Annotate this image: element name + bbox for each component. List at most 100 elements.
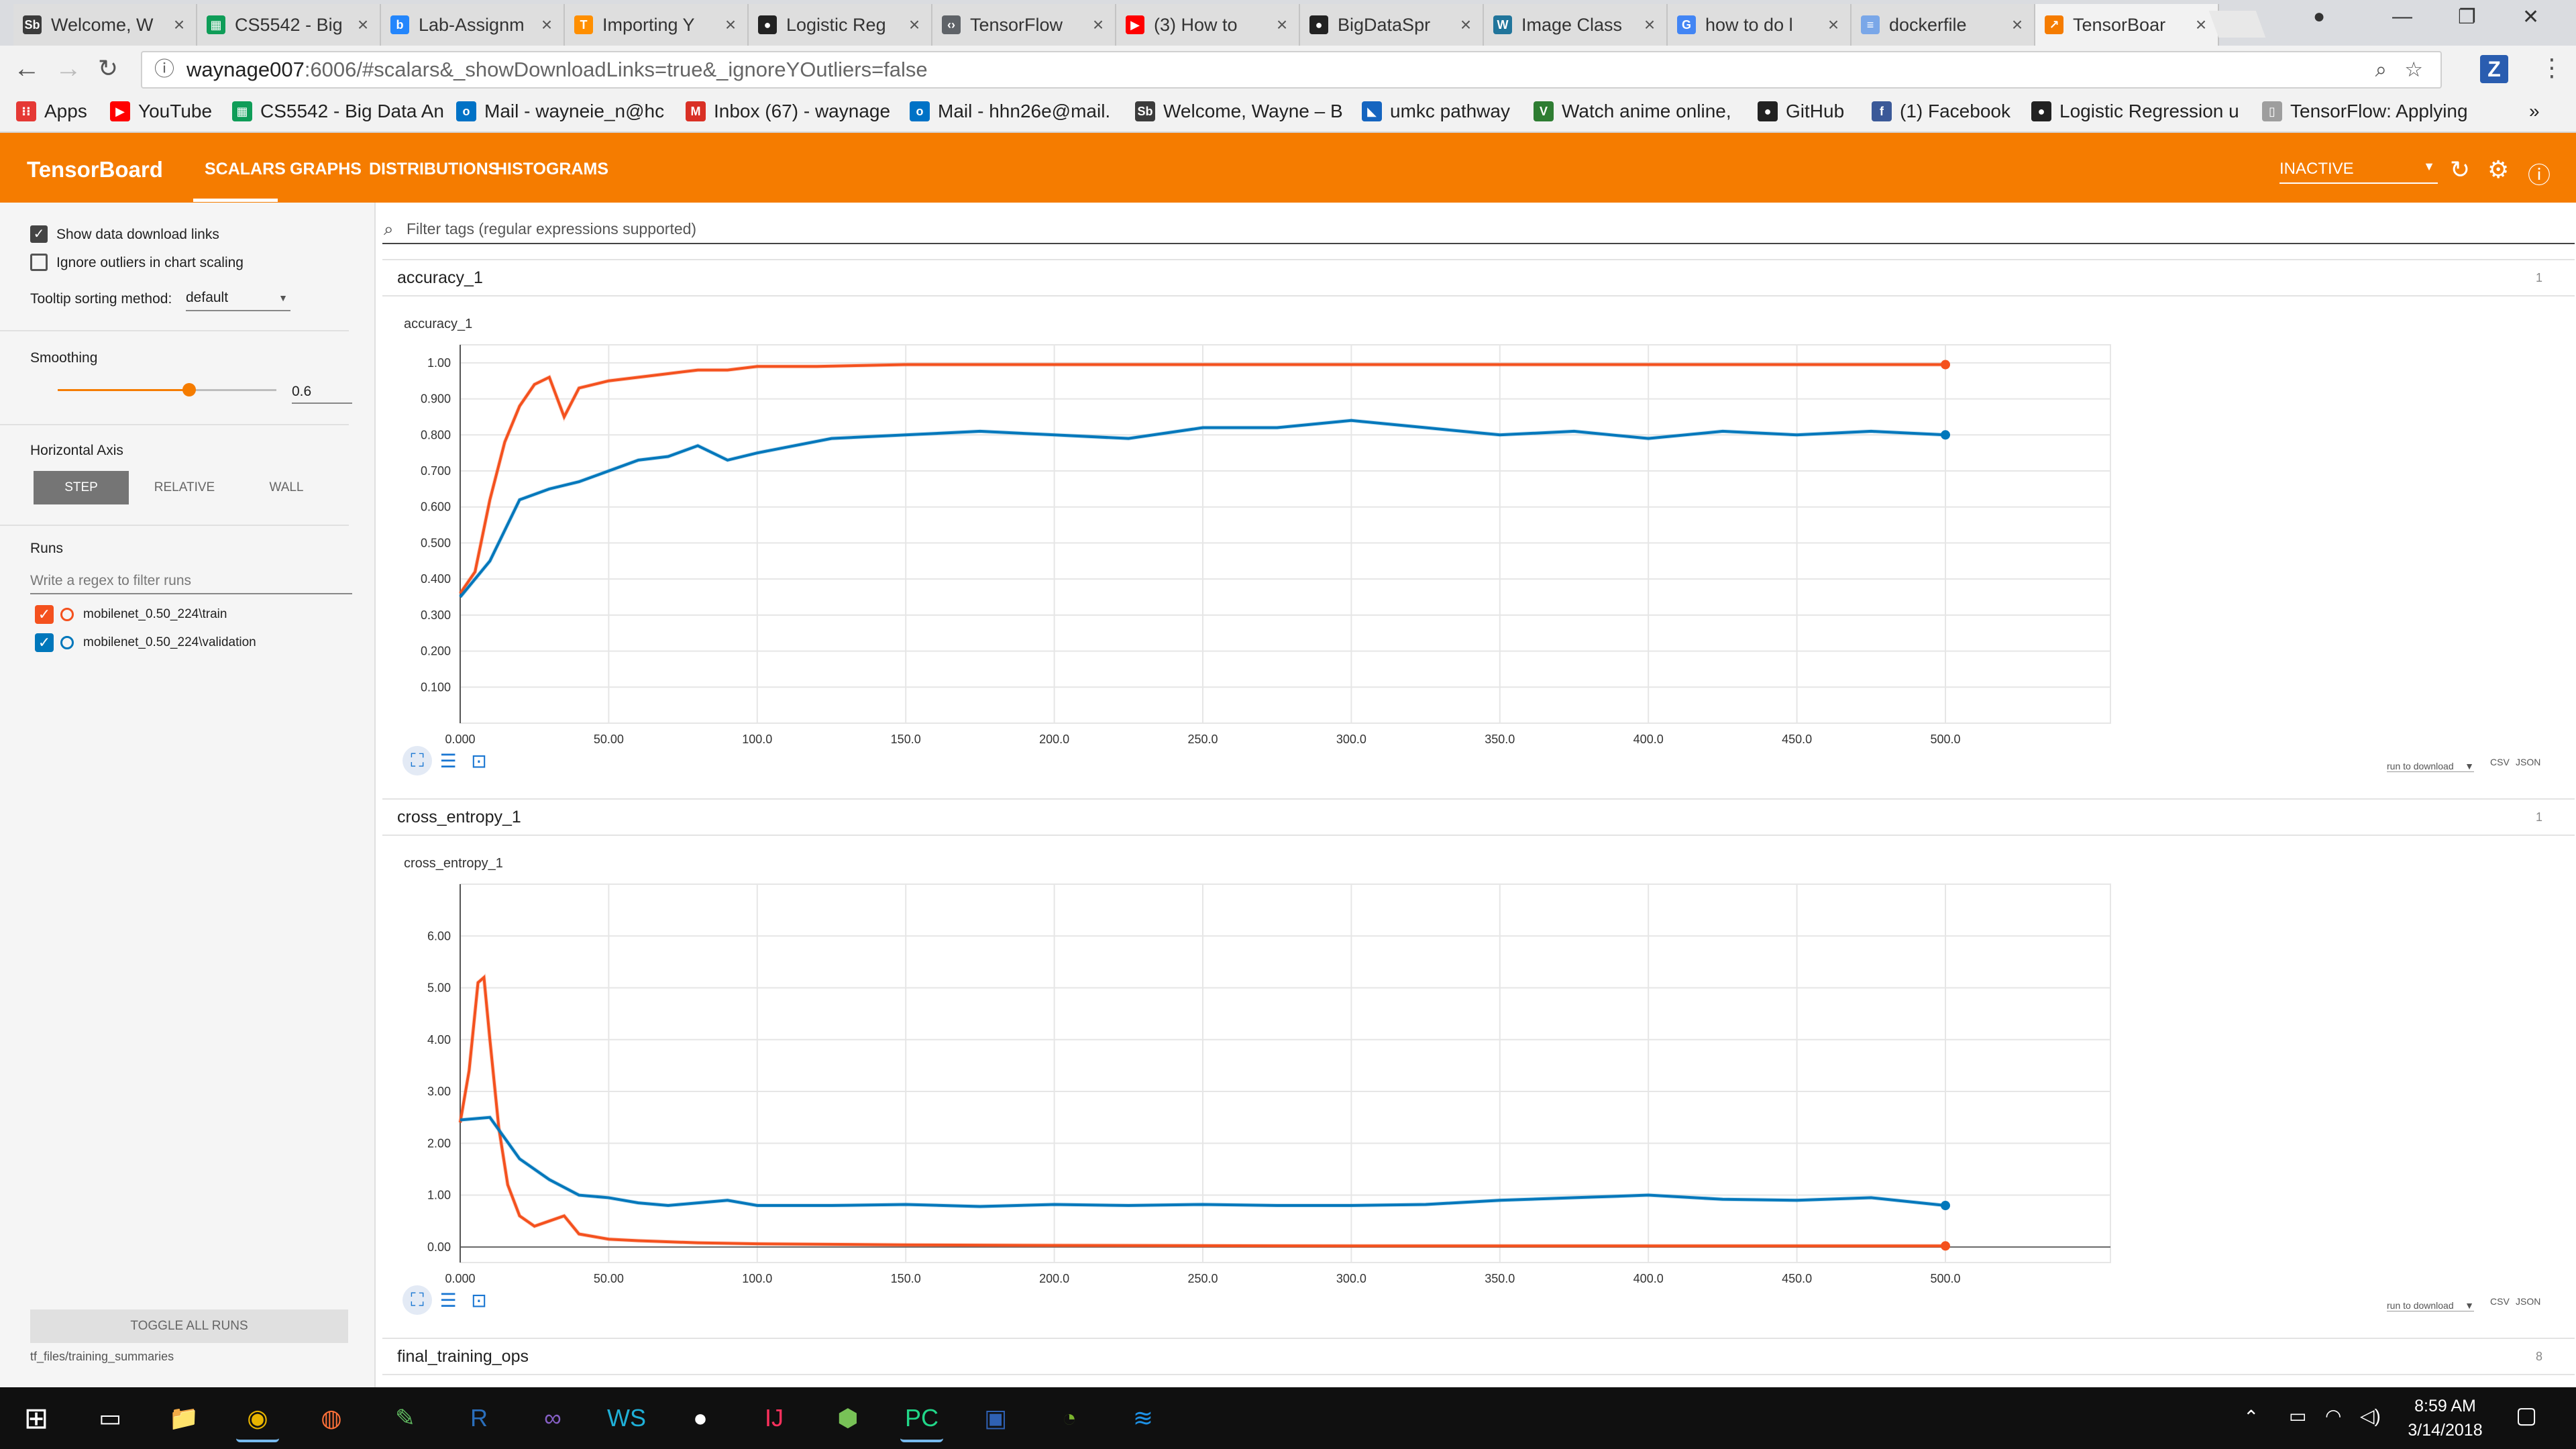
close-tab-icon[interactable]: ×	[1827, 14, 1839, 35]
run-train-checkbox[interactable]: ✓	[35, 605, 54, 624]
more-bookmarks-icon[interactable]: »	[2529, 101, 2540, 121]
r-icon[interactable]: R	[470, 1404, 488, 1432]
close-tab-icon[interactable]: ×	[1460, 14, 1472, 35]
browser-tab[interactable]: T Importing Y ×	[565, 4, 749, 46]
card-header-accuracy[interactable]: accuracy_1 1	[382, 259, 2575, 297]
bookmark-item[interactable]: ● Logistic Regression u	[2031, 101, 2239, 122]
intellij-icon[interactable]: IJ	[764, 1404, 784, 1432]
accuracy-chart[interactable]: 0.000 50.00 100.0 150.0 200.0 250.0 300.0 350.0…	[382, 297, 2575, 766]
close-tab-icon[interactable]: ×	[1644, 14, 1656, 35]
bookmark-item[interactable]: M Inbox (67) - waynage	[686, 101, 890, 122]
profile-icon[interactable]: ●	[2313, 5, 2326, 28]
wechat-icon[interactable]: ◔	[1062, 1404, 1077, 1432]
browser-tab[interactable]: b Lab-Assignm ×	[381, 4, 565, 46]
bookmark-item[interactable]: ⁝⁝ Apps	[16, 101, 87, 122]
smoothing-slider[interactable]	[58, 383, 276, 396]
address-bar[interactable]: ⓘ waynage007:6006/#scalars&_showDownload…	[141, 51, 2442, 89]
restore-icon[interactable]: ❐	[2458, 6, 2476, 28]
bookmark-item[interactable]: f (1) Facebook	[1872, 101, 2010, 122]
close-tab-icon[interactable]: ×	[1092, 14, 1104, 35]
browser-tab[interactable]: ▶ (3) How to ×	[1116, 4, 1300, 46]
show-download-links-checkbox[interactable]: ✓	[30, 225, 48, 243]
axis-step-button[interactable]: STEP	[34, 471, 129, 504]
tray-chevron-icon[interactable]: ⌃	[2243, 1407, 2259, 1428]
bookmark-item[interactable]: ▶ YouTube	[110, 101, 212, 122]
fit-domain-icon[interactable]: ⊡	[471, 750, 487, 771]
minimize-icon[interactable]: —	[2392, 5, 2412, 28]
back-icon[interactable]: ←	[13, 54, 40, 83]
download-run-dropdown[interactable]: run to download ▼	[2387, 761, 2474, 772]
clock-time[interactable]: 8:59 AM	[2414, 1397, 2476, 1415]
axis-wall-button[interactable]: WALL	[269, 480, 304, 494]
bookmark-star-icon[interactable]: ☆	[2404, 58, 2423, 81]
browser-tab[interactable]: ● Logistic Reg ×	[749, 4, 932, 46]
info-icon[interactable]: ⓘ	[154, 58, 174, 80]
notepad-icon[interactable]: ✎	[394, 1404, 416, 1432]
expand-chart-icon[interactable]: ⛶	[402, 746, 432, 775]
github-desktop-icon[interactable]: ●	[693, 1404, 708, 1432]
webstorm-icon[interactable]: WS	[607, 1404, 646, 1432]
bookmark-item[interactable]: V Watch anime online,	[1534, 101, 1731, 122]
download-json-link[interactable]: JSON	[2516, 757, 2541, 767]
download-run-dropdown[interactable]: run to download ▼	[2387, 1300, 2474, 1311]
bookmark-item[interactable]: o Mail - hhn26e@mail.	[910, 101, 1110, 122]
file-explorer-icon[interactable]: 📁	[168, 1404, 199, 1432]
browser-tab[interactable]: ▦ CS5542 - Big ×	[197, 4, 381, 46]
desktop-icon[interactable]: ▭	[98, 1404, 121, 1432]
browser-tab[interactable]: ‹› TensorFlow ×	[932, 4, 1116, 46]
bookmark-item[interactable]: Sb Welcome, Wayne – B	[1135, 101, 1343, 122]
chrome-icon[interactable]: ◉	[236, 1397, 279, 1442]
expand-chart-icon[interactable]: ⛶	[402, 1285, 432, 1315]
close-tab-icon[interactable]: ×	[724, 14, 737, 35]
volume-icon[interactable]: ◁)	[2360, 1405, 2381, 1426]
tooltip-sorting-dropdown[interactable]: default ▼	[186, 287, 290, 311]
extension-zotero-icon[interactable]: Z	[2480, 55, 2508, 83]
run-validation-checkbox[interactable]: ✓	[35, 633, 54, 652]
pycharm-icon[interactable]: PC	[900, 1397, 943, 1442]
tab-distributions[interactable]: DISTRIBUTIONS	[369, 160, 500, 178]
ignore-outliers-checkbox[interactable]	[30, 254, 48, 271]
chrome-menu-icon[interactable]: ⋮	[2540, 54, 2564, 81]
close-tab-icon[interactable]: ×	[2195, 14, 2207, 35]
bookmark-item[interactable]: ▯ TensorFlow: Applying	[2262, 101, 2468, 122]
toggle-log-scale-icon[interactable]: ☰	[439, 750, 457, 771]
browser-tab[interactable]: ≡ dockerfile ×	[1851, 4, 2035, 46]
new-tab-button[interactable]	[2208, 11, 2266, 38]
docker-icon[interactable]: ≋	[1132, 1404, 1154, 1432]
reload-icon[interactable]: ↻	[2450, 156, 2471, 183]
browser-tab[interactable]: W Image Class ×	[1484, 4, 1668, 46]
clock-date[interactable]: 3/14/2018	[2408, 1421, 2483, 1440]
tab-histograms[interactable]: HISTOGRAMS	[495, 160, 608, 178]
card-header-final-training-ops[interactable]: final_training_ops 8	[382, 1338, 2575, 1375]
runs-filter-input[interactable]: Write a regex to filter runs	[30, 570, 352, 594]
close-tab-icon[interactable]: ×	[2011, 14, 2023, 35]
virtualbox-icon[interactable]: ▣	[983, 1404, 1007, 1432]
fit-domain-icon[interactable]: ⊡	[471, 1289, 487, 1311]
close-tab-icon[interactable]: ×	[541, 14, 553, 35]
tab-graphs[interactable]: GRAPHS	[290, 160, 362, 178]
windows-start-icon[interactable]: ⊞	[23, 1401, 49, 1435]
download-json-link[interactable]: JSON	[2516, 1296, 2541, 1307]
firefox-icon[interactable]: ◍	[321, 1404, 342, 1432]
android-studio-icon[interactable]: ⬢	[837, 1404, 859, 1432]
tag-filter-input[interactable]: ⌕ Filter tags (regular expressions suppo…	[382, 216, 2575, 244]
reload-icon[interactable]: ↻	[98, 54, 119, 82]
browser-tab[interactable]: ↗ TensorBoar ×	[2035, 4, 2219, 46]
close-tab-icon[interactable]: ×	[357, 14, 369, 35]
toggle-log-scale-icon[interactable]: ☰	[439, 1289, 457, 1311]
bookmark-item[interactable]: ▦ CS5542 - Big Data An	[232, 101, 444, 122]
smoothing-slider-knob[interactable]	[182, 383, 196, 396]
toggle-all-runs-button[interactable]: TOGGLE ALL RUNS	[30, 1309, 348, 1343]
close-tab-icon[interactable]: ×	[1276, 14, 1288, 35]
bookmark-item[interactable]: o Mail - wayneie_n@hc	[456, 101, 664, 122]
inactive-plugins-dropdown[interactable]: INACTIVE ▼	[2279, 160, 2438, 184]
card-header-cross-entropy[interactable]: cross_entropy_1 1	[382, 798, 2575, 836]
bookmark-item[interactable]: ◣ umkc pathway	[1362, 101, 1510, 122]
download-csv-link[interactable]: CSV	[2490, 757, 2510, 767]
zoom-icon[interactable]: ⌕	[2375, 58, 2387, 81]
wifi-icon[interactable]: ◠	[2325, 1405, 2342, 1426]
download-csv-link[interactable]: CSV	[2490, 1296, 2510, 1307]
close-window-icon[interactable]: ✕	[2522, 6, 2540, 28]
close-tab-icon[interactable]: ×	[908, 14, 920, 35]
